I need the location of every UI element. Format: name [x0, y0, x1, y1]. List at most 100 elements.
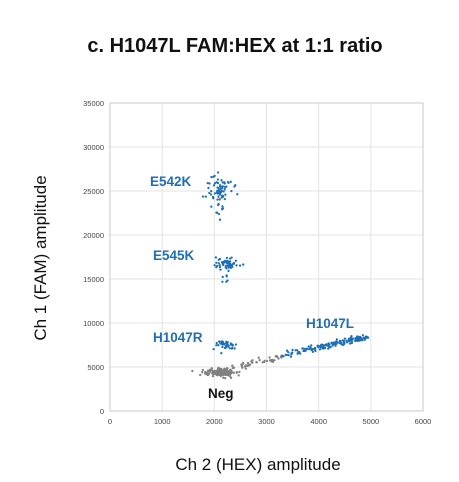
droplet-h1047l	[305, 347, 309, 351]
droplet-h1047r	[215, 344, 218, 347]
data-points	[191, 171, 370, 380]
droplet-neg	[199, 373, 202, 377]
droplet-e542k	[218, 218, 222, 221]
y-tick-label: 15000	[83, 275, 104, 284]
droplet-h1047l	[285, 353, 288, 357]
droplet-neg	[240, 363, 243, 366]
droplet-e542k	[217, 212, 221, 216]
droplet-neg	[255, 361, 258, 364]
x-tick-label: 5000	[362, 417, 379, 426]
droplet-h1047l	[358, 338, 361, 341]
droplet-e545k	[225, 267, 228, 270]
x-tick-label: 6000	[415, 417, 432, 426]
droplet-h1047r	[221, 345, 224, 349]
droplet-h1047l	[343, 337, 347, 340]
droplet-e545k	[222, 261, 225, 264]
droplet-h1047l	[287, 351, 290, 354]
droplet-e545k	[213, 264, 216, 267]
droplet-e542k	[216, 189, 219, 193]
droplet-h1047l	[314, 349, 317, 353]
droplet-e542k	[215, 211, 219, 214]
droplet-h1047l	[364, 336, 368, 340]
droplet-h1047r	[224, 346, 228, 349]
droplet-h1047l	[356, 339, 359, 342]
droplet-e542k	[206, 181, 209, 185]
droplet-h1047l	[348, 342, 352, 345]
droplet-e542k	[216, 198, 219, 201]
droplet-e545k	[217, 258, 220, 261]
droplet-neg	[265, 359, 269, 363]
droplet-e545k	[218, 265, 222, 269]
droplet-neg	[274, 355, 277, 358]
droplet-h1047r	[212, 347, 215, 351]
droplet-neg	[247, 362, 250, 365]
droplet-neg	[210, 367, 213, 370]
cluster-label-h1047r: H1047R	[153, 330, 203, 345]
droplet-neg	[230, 370, 233, 374]
droplet-e542k	[223, 185, 227, 189]
y-tick-label: 35000	[83, 99, 104, 108]
cluster-labels: E542K E545K H1047R H1047L Neg	[150, 174, 354, 401]
droplet-h1047l	[308, 348, 311, 351]
droplet-h1047l	[363, 338, 366, 341]
droplet-e545k	[226, 279, 229, 282]
droplet-e542k	[212, 184, 216, 187]
droplet-e542k	[223, 188, 227, 191]
droplet-h1047l	[362, 336, 366, 339]
droplet-h1047r	[227, 345, 230, 348]
x-tick-label: 3000	[258, 417, 275, 426]
cluster-label-e542k: E542K	[150, 174, 192, 189]
droplet-neg	[277, 357, 280, 360]
droplet-e545k	[223, 259, 227, 263]
droplet-h1047r	[215, 341, 218, 345]
droplet-e542k	[230, 189, 233, 193]
droplet-neg	[217, 372, 221, 375]
droplet-e545k	[219, 268, 222, 271]
droplet-neg	[219, 367, 222, 371]
droplet-h1047l	[296, 352, 299, 355]
droplet-neg	[244, 367, 248, 370]
y-tick-label: 20000	[83, 231, 104, 240]
droplet-e542k	[219, 187, 222, 191]
droplet-e542k	[226, 181, 230, 184]
droplet-h1047l	[327, 347, 330, 350]
droplet-neg	[201, 368, 205, 372]
droplet-h1047r	[224, 344, 227, 348]
droplet-h1047l	[358, 335, 362, 339]
droplet-e542k	[208, 191, 211, 195]
x-tick-label: 2000	[206, 417, 223, 426]
droplet-neg	[203, 372, 207, 375]
droplet-h1047l	[327, 344, 330, 348]
droplet-h1047r	[234, 343, 238, 346]
droplet-h1047r	[218, 340, 221, 343]
droplet-e542k	[210, 175, 213, 179]
droplet-h1047r	[226, 341, 230, 344]
droplet-neg	[222, 376, 225, 379]
droplet-e542k	[216, 186, 220, 189]
droplet-h1047l	[321, 346, 324, 349]
droplet-h1047l	[294, 349, 297, 352]
droplet-e542k	[221, 187, 224, 190]
droplet-h1047l	[299, 352, 302, 355]
droplet-neg	[241, 361, 245, 365]
droplet-h1047r	[231, 346, 234, 349]
plot-frame	[109, 102, 424, 412]
droplet-neg	[235, 371, 238, 374]
droplet-h1047r	[229, 342, 232, 345]
droplet-neg	[273, 359, 276, 362]
droplet-neg	[226, 371, 230, 375]
droplet-h1047l	[316, 344, 319, 347]
droplet-e545k	[227, 266, 230, 269]
droplet-e545k	[214, 256, 218, 259]
droplet-h1047l	[340, 343, 343, 346]
droplet-e542k	[221, 207, 225, 210]
droplet-e542k	[221, 181, 224, 184]
droplet-h1047l	[335, 340, 339, 344]
droplet-h1047l	[323, 344, 327, 347]
y-tick-label: 10000	[83, 319, 104, 328]
droplet-h1047r	[221, 343, 224, 346]
droplet-neg	[220, 372, 223, 376]
droplet-neg	[232, 371, 236, 374]
droplet-e542k	[216, 171, 220, 174]
droplet-e545k	[234, 259, 238, 262]
